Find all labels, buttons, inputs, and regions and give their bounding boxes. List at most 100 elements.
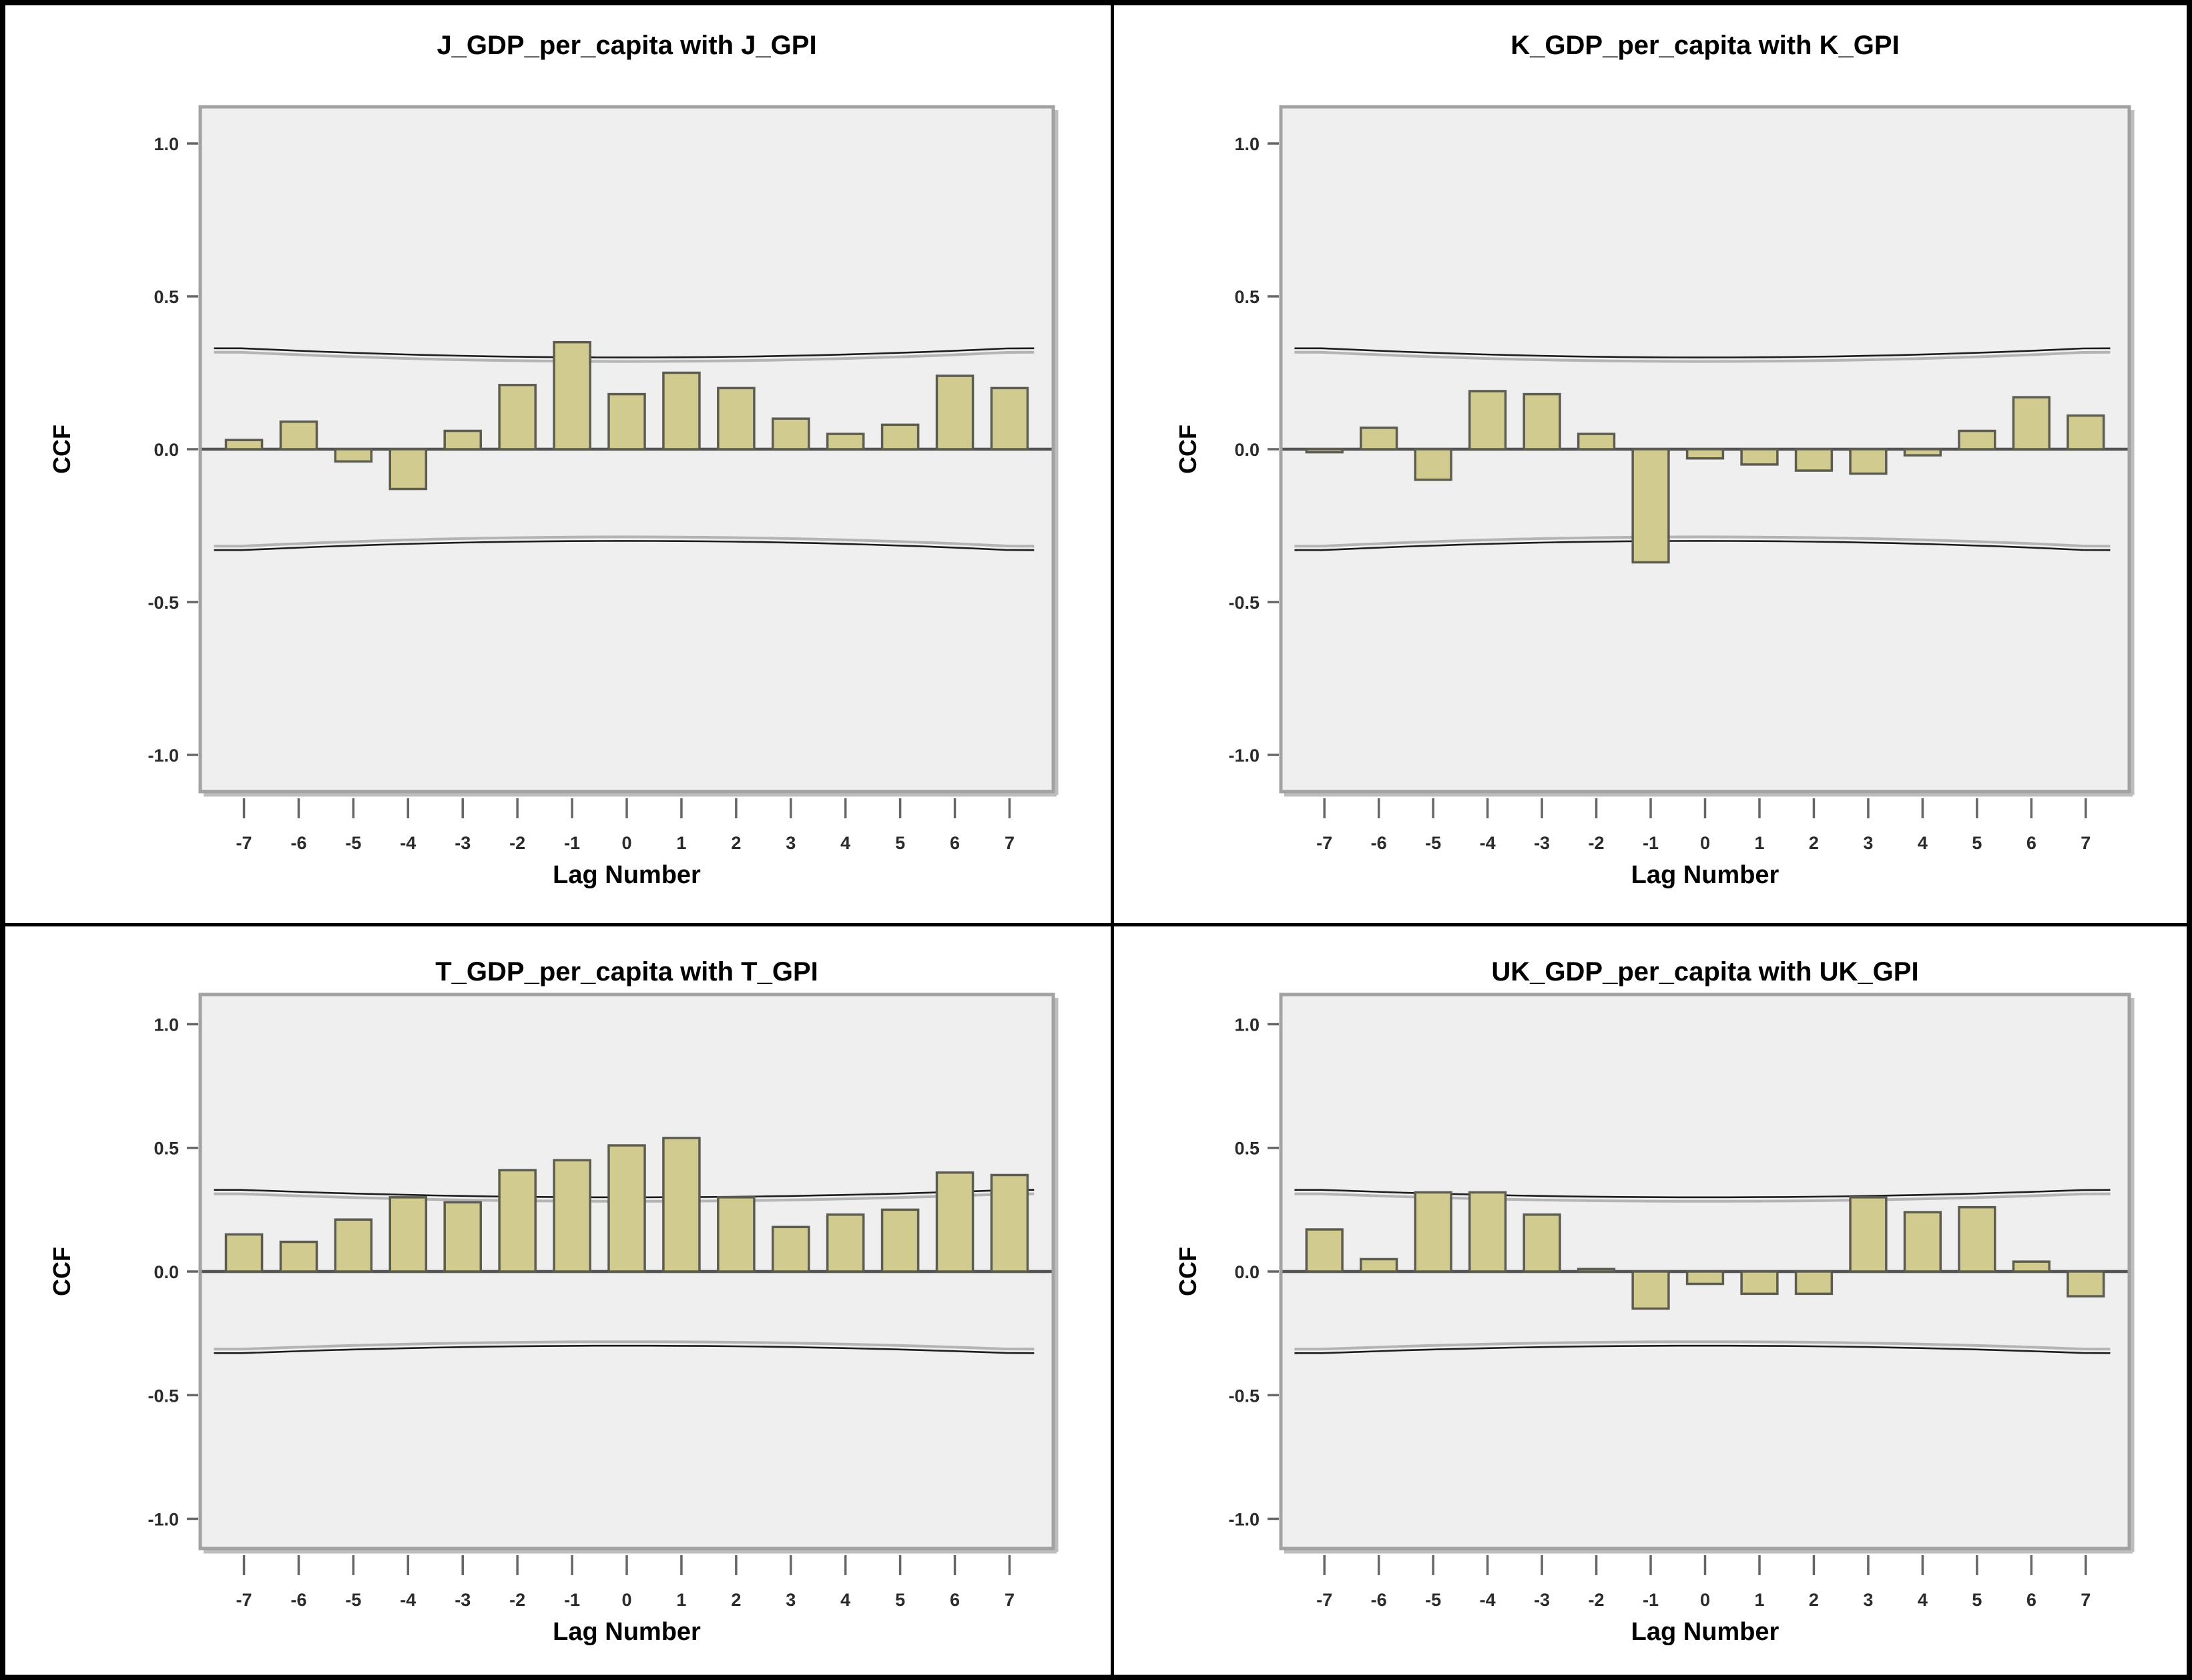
ccf-bar [1849,1196,1888,1273]
ccf-bar [2012,396,2050,451]
x-tick-label: -3 [455,833,471,853]
ccf-bar [826,433,865,451]
ccf-bar [1631,448,1670,564]
x-tick-label: 7 [1005,833,1015,853]
x-tick-label: 0 [621,833,631,853]
ccf-bar [1740,1270,1779,1296]
ccf-bar [224,1233,264,1273]
ccf-bar [1903,448,1942,457]
ccf-bar [717,1196,756,1273]
ccf-bar [990,1173,1029,1273]
y-tick-label: 0.5 [1234,1139,1260,1159]
ccf-bar [1468,390,1507,451]
ccf-bar [1523,1213,1561,1273]
confidence-limit-line [1294,1344,2111,1354]
ccf-bar [443,1201,483,1273]
x-tick-label: 2 [731,1590,741,1610]
confidence-limit-line-ghost [214,535,1035,548]
x-tick-label: 0 [1700,833,1710,853]
ccf-bar [1360,1257,1398,1273]
x-tick-label: 5 [1972,833,1982,853]
x-tick-label: -1 [1643,1590,1659,1610]
x-tick-label: -7 [236,1590,252,1610]
confidence-limit-line [1294,540,2111,551]
x-tick-label: -5 [1425,1590,1441,1610]
confidence-limit-line-ghost [1294,1340,2111,1351]
ccf-bar [1414,1191,1452,1273]
ccf-bar [1305,1228,1344,1273]
ccf-bar [1740,448,1779,466]
ccf-bar [1794,1270,1834,1296]
ccf-bar [498,384,537,451]
x-tick-label: -4 [400,833,416,853]
x-tick-label: 3 [1863,833,1873,853]
ccf-bar [607,392,646,451]
x-tick-label: -6 [290,1590,306,1610]
x-tick-label: 2 [1809,833,1819,853]
y-tick-label: 1.0 [1234,134,1260,154]
ccf-chart: 1.0 0.5 0.0 -0.5 -1.0 -7 -6 -5 -4 -3 -2 -1 0 1 2 3 4 5 6 7 [1228,105,2135,853]
x-tick-label: 7 [2081,833,2091,853]
confidence-limit-line-ghost [1294,350,2111,363]
ccf-bar [1305,448,1344,454]
y-tick-label: -1.0 [1228,746,1260,766]
ccf-bar [1903,1211,1942,1273]
confidence-limit-line [214,1344,1035,1354]
ccf-bar [1523,392,1561,451]
confidence-limit-line-ghost [1294,535,2111,548]
plot-frame [198,993,1055,1551]
ccf-bar [334,448,373,463]
ccf-bar [1414,448,1452,481]
chart-title: K_GDP_per_capita with K_GPI [1511,31,1900,60]
x-tick-label: 1 [1754,833,1764,853]
x-tick-label: -7 [1316,1590,1332,1610]
x-tick-label: 4 [840,1590,850,1610]
ccf-bar [771,417,810,451]
x-tick-label: -4 [1480,833,1496,853]
x-tick-label: -2 [1589,1590,1605,1610]
x-tick-label: 6 [950,833,960,853]
x-tick-label: 1 [676,833,686,853]
confidence-limit-line-ghost [214,1340,1035,1351]
x-axis-label: Lag Number [553,861,701,889]
x-tick-label: -5 [1425,833,1441,853]
ccf-bar [2067,414,2105,451]
ccf-bar [1631,1270,1670,1310]
y-tick-label: -1.0 [148,1510,179,1530]
x-tick-label: 2 [1809,1590,1819,1610]
ccf-bar [1794,448,1834,472]
ccf-bar [1577,1268,1616,1273]
ccf-panel-t-gdp: T_GDP_per_capita with T_GPI CCF 1.0 0.5 0.… [5,926,1111,1675]
x-axis-label: Lag Number [553,1618,701,1646]
x-tick-label: 0 [1700,1590,1710,1610]
x-tick-label: 6 [2026,833,2036,853]
ccf-bar [662,371,701,451]
x-tick-label: -7 [236,833,252,853]
ccf-bar [662,1137,701,1273]
x-tick-label: 1 [1754,1590,1764,1610]
x-tick-label: 6 [2026,1590,2036,1610]
x-tick-label: 5 [895,1590,905,1610]
y-tick-label: 0.0 [154,440,179,460]
x-tick-label: -1 [1643,833,1659,853]
x-tick-label: -1 [564,833,580,853]
y-tick-label: 0.0 [1234,440,1260,460]
y-tick-label: -0.5 [1228,593,1260,613]
x-tick-label: -1 [564,1590,580,1610]
y-tick-label: 0.5 [154,1139,179,1159]
ccf-bar [990,386,1029,451]
confidence-limit-line [1294,347,2111,358]
ccf-bar [1685,448,1725,460]
ccf-bar [880,423,920,451]
confidence-limit-line [214,540,1035,551]
ccf-bar [1958,1205,1996,1273]
y-tick-label: -1.0 [1228,1510,1260,1530]
y-tick-label: -0.5 [1228,1386,1260,1406]
y-tick-label: 1.0 [154,1015,179,1035]
plot-frame [198,105,1055,794]
y-tick-label: 0.0 [154,1262,179,1282]
y-tick-label: 0.5 [154,287,179,307]
ccf-bar [443,429,483,451]
x-tick-label: 4 [1918,1590,1928,1610]
ccf-bar [607,1144,646,1273]
